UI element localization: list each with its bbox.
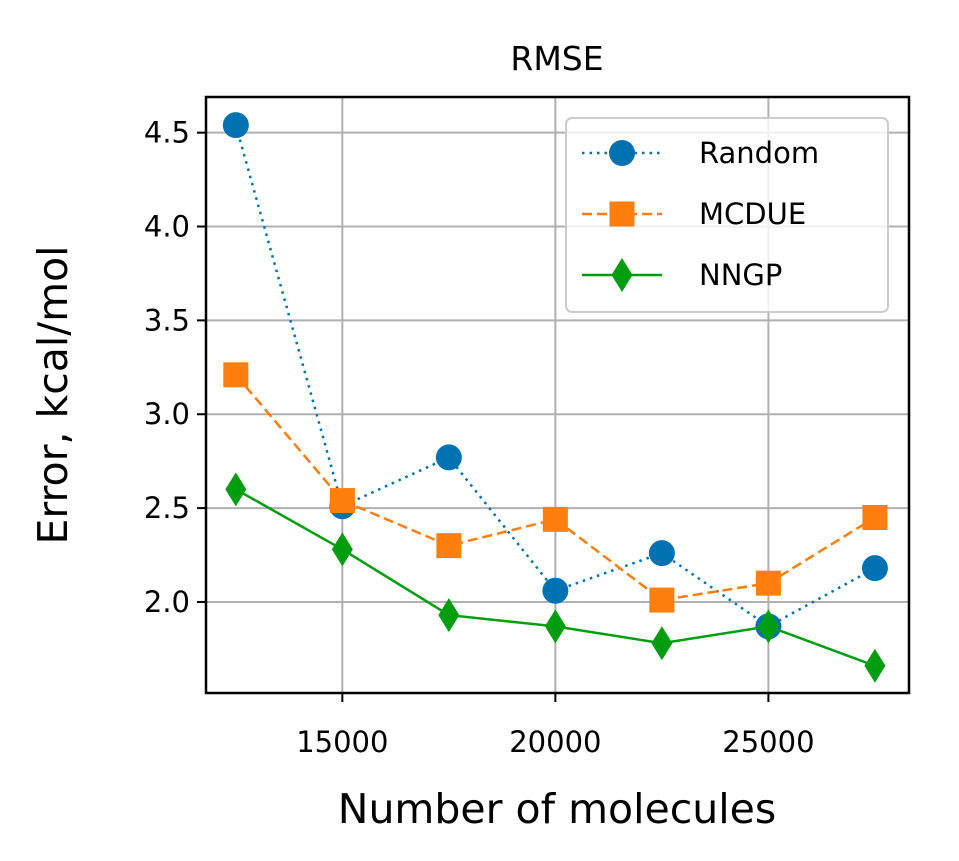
data-point-random: [861, 555, 888, 582]
x-tick-label: 15000: [296, 725, 388, 759]
y-tick-label: 3.0: [144, 397, 190, 431]
x-axis-title: Number of molecules: [338, 785, 776, 833]
data-point-nngp: [864, 648, 886, 683]
y-axis-title: Error, kcal/mol: [29, 245, 77, 544]
legend-marker-random: [609, 140, 635, 166]
legend-box: [565, 117, 889, 313]
y-tick-label: 2.5: [144, 491, 190, 525]
data-point-nngp: [544, 609, 566, 644]
legend-label-nngp: NNGP: [699, 258, 782, 292]
legend: Random MCDUE NNGP: [565, 117, 889, 313]
chart-title: RMSE: [510, 39, 603, 78]
series-mcdue: [223, 362, 888, 613]
data-point-mcdue: [862, 504, 888, 530]
series-layer: [222, 112, 888, 683]
y-tick-label: 4.5: [144, 116, 190, 150]
x-tick-label: 25000: [722, 725, 814, 759]
data-point-mcdue: [436, 533, 462, 559]
y-tick-label: 4.0: [144, 210, 190, 244]
legend-marker-nngp: [611, 258, 633, 292]
legend-item-random: Random: [582, 136, 819, 170]
legend-item-mcdue: MCDUE: [582, 197, 806, 231]
data-point-nngp: [225, 472, 247, 507]
ticks-layer: 15000 20000 25000 2.0 2.5 3.0 3.5 4.0 4.5: [144, 116, 815, 759]
legend-label-mcdue: MCDUE: [699, 197, 806, 231]
series-nngp: [225, 472, 886, 683]
data-point-mcdue: [329, 488, 355, 514]
legend-item-nngp: NNGP: [582, 258, 782, 292]
data-point-nngp: [438, 598, 460, 633]
data-point-random: [435, 444, 462, 471]
y-tick-label: 2.0: [144, 585, 190, 619]
data-point-mcdue: [223, 362, 249, 388]
legend-marker-mcdue: [609, 201, 635, 227]
y-tick-label: 3.5: [144, 303, 190, 337]
legend-label-random: Random: [699, 136, 819, 170]
plot-frame: [204, 95, 911, 695]
data-point-random: [222, 112, 249, 139]
data-point-random: [542, 577, 569, 604]
data-point-mcdue: [755, 570, 781, 596]
data-point-mcdue: [542, 506, 568, 532]
data-point-nngp: [331, 532, 353, 567]
data-point-nngp: [757, 609, 779, 644]
data-point-random: [648, 540, 675, 567]
x-tick-label: 20000: [509, 725, 601, 759]
data-point-mcdue: [649, 587, 675, 613]
data-point-nngp: [651, 626, 673, 661]
